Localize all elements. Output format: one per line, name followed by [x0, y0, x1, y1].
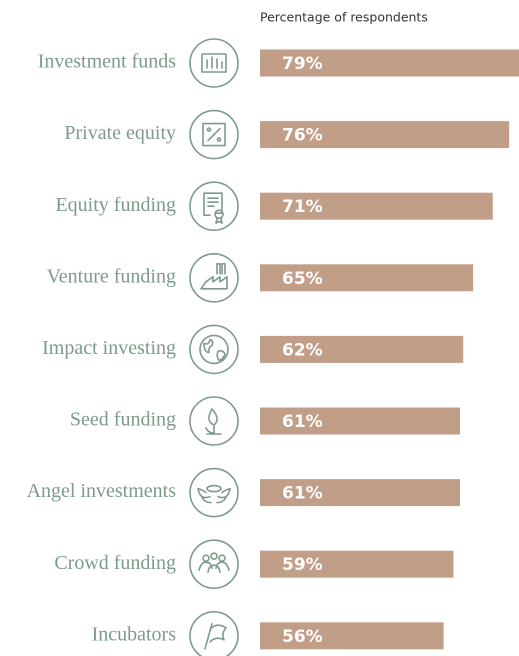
bar [260, 264, 474, 292]
value-label: 76% [282, 126, 323, 146]
value-label: 65% [282, 269, 323, 289]
icon-circle [189, 324, 239, 375]
value-label: 61% [282, 484, 323, 504]
category-label: Private equity [64, 122, 176, 144]
bar [260, 622, 444, 650]
category-label: Incubators [92, 623, 177, 645]
category-icon [189, 38, 239, 88]
category-icon [189, 396, 239, 446]
chart-subtitle: Percentage of respondents [260, 10, 428, 25]
category-label: Equity funding [55, 194, 176, 216]
category-label: Investment funds [38, 51, 177, 73]
value-label: 62% [282, 340, 323, 360]
bar [260, 121, 510, 149]
category-label: Impact investing [42, 337, 176, 359]
icon-glyph [200, 262, 228, 290]
category-icon [189, 467, 239, 518]
category-icon [189, 611, 239, 656]
category-label: Venture funding [47, 265, 176, 287]
icon-circle [189, 467, 239, 518]
value-label: 71% [282, 197, 323, 217]
category-icon [189, 324, 239, 375]
icon-circle [189, 109, 239, 160]
icon-glyph [201, 53, 227, 73]
icon-glyph [197, 484, 231, 504]
value-label: 79% [282, 54, 323, 74]
icon-glyph [203, 192, 224, 224]
category-icon [189, 181, 239, 231]
icon-glyph [205, 408, 222, 435]
icon-circle [189, 539, 239, 590]
bar [260, 192, 493, 220]
icon-circle [189, 252, 239, 303]
category-label: Angel investments [27, 480, 177, 502]
value-label: 61% [282, 412, 323, 432]
category-icon [189, 252, 239, 303]
bar [260, 550, 454, 578]
value-label: 59% [282, 555, 323, 575]
bar [260, 335, 464, 363]
bar [260, 407, 460, 435]
category-label: Seed funding [70, 409, 176, 431]
bar [260, 479, 460, 507]
category-label: Crowd funding [54, 552, 176, 574]
value-label: 56% [282, 627, 323, 647]
bar [260, 49, 519, 77]
icon-glyph [204, 622, 227, 650]
category-icon [189, 109, 239, 160]
icon-circle [189, 38, 239, 88]
icon-circle [189, 611, 239, 656]
category-icon [189, 539, 239, 590]
icon-circle [189, 396, 239, 446]
icon-glyph [198, 552, 230, 574]
icon-glyph [202, 122, 226, 147]
icon-glyph [199, 334, 229, 365]
icon-circle [189, 181, 239, 231]
